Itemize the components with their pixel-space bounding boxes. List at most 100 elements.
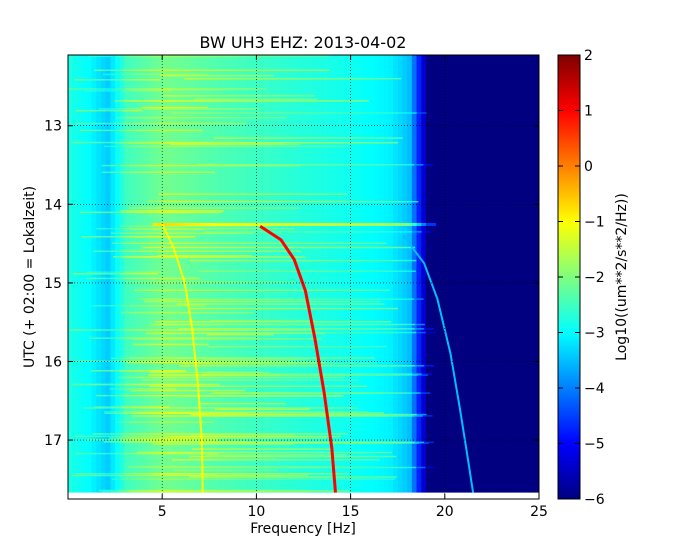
spectrogram-streak (207, 476, 218, 478)
spectrogram-streak (228, 413, 239, 416)
spectrogram-streak (199, 112, 210, 114)
spectrogram-streak (338, 242, 349, 245)
spectrogram-streak (140, 242, 151, 245)
spectrogram-streak (171, 443, 181, 445)
spectrogram-streak (177, 193, 188, 195)
spectrogram-streak (159, 90, 170, 92)
plot-frame (67, 54, 540, 500)
spectrogram-streak (126, 329, 137, 331)
spectrogram-streak (211, 108, 222, 110)
spectrogram-streak (208, 100, 219, 102)
spectrogram-streak (173, 469, 184, 472)
spectrogram-streak (129, 171, 140, 174)
spectrogram-streak (258, 361, 269, 364)
spectrogram-streak (328, 433, 338, 435)
spectrogram-streak (399, 200, 409, 203)
spectrogram-streak (226, 455, 237, 458)
spectrogram-streak (146, 441, 157, 443)
spectrogram-streak (90, 474, 101, 477)
sweep-start-line (256, 222, 262, 226)
spectrogram-streak (240, 489, 251, 492)
spectrogram-streak (259, 437, 270, 439)
spectrogram-streak (328, 407, 339, 409)
colorbar-tick-label: −3 (584, 326, 605, 342)
spectrogram-streak (248, 200, 259, 203)
spectrogram-streak (292, 328, 302, 330)
spectrogram-streak (113, 410, 124, 413)
spectrogram-streak (85, 122, 96, 125)
spectrogram-streak (147, 388, 158, 390)
spectrogram-streaks (68, 55, 436, 493)
spectrogram-streak (287, 489, 298, 492)
sweep-start-line (209, 222, 215, 226)
spectrogram-cell (289, 55, 295, 493)
spectrogram-cell (473, 55, 479, 493)
spectrogram-streak (353, 77, 364, 80)
spectrogram-streak (218, 307, 229, 310)
spectrogram-streak (245, 145, 256, 148)
spectrogram-streak (122, 410, 133, 413)
spectrogram-streak (238, 289, 249, 292)
spectrogram-streak (252, 408, 263, 411)
spectrogram-streak (207, 365, 218, 367)
spectrogram-streak (203, 362, 214, 365)
spectrogram-streak (367, 323, 378, 326)
spectrogram-streak (300, 385, 311, 388)
x-tick-label: 25 (530, 504, 548, 520)
spectrogram-streak (256, 112, 267, 114)
spectrogram-streak (179, 122, 190, 125)
spectrogram-streak (135, 116, 146, 119)
spectrogram-streak (195, 303, 206, 305)
spectrogram-streak (113, 360, 124, 363)
spectrogram-streak (165, 451, 176, 454)
spectrogram-streak (387, 466, 398, 469)
spectrogram-streak (205, 357, 216, 360)
spectrogram-streak (249, 108, 260, 110)
spectrogram-streak (160, 439, 171, 441)
spectrogram-streak (200, 300, 211, 303)
spectrogram-streak (200, 402, 211, 405)
spectrogram-streak (235, 55, 245, 57)
spectrogram-streak (148, 491, 159, 493)
spectrogram-streak (262, 478, 273, 480)
spectrogram-streak (348, 345, 359, 348)
spectrogram-streak (262, 193, 273, 195)
spectrogram-streak (397, 413, 408, 416)
spectrogram-streak (196, 228, 207, 231)
spectrogram-streak (293, 307, 304, 310)
spectrogram-streak (301, 473, 312, 475)
spectrogram-streak (183, 77, 194, 80)
spectrogram-streak (113, 122, 124, 125)
spectrogram-streak (223, 232, 234, 235)
spectrogram-streak (138, 235, 149, 238)
spectrogram-streak (182, 95, 193, 97)
spectrogram-streak (291, 242, 302, 245)
spectrogram-cell (261, 55, 267, 493)
spectrogram-streak (301, 246, 312, 249)
spectrogram-streak (173, 129, 184, 132)
spectrogram-streak (179, 410, 190, 413)
spectrogram-streak (227, 394, 238, 397)
spectrogram-streak (349, 259, 360, 262)
spectrogram-streak (295, 448, 306, 450)
sweep-start-line (425, 222, 432, 226)
spectrogram-streak (342, 374, 353, 376)
spectrogram-streak (175, 474, 186, 477)
spectrogram-streak (233, 491, 243, 493)
spectrogram-streak (263, 455, 274, 458)
spectrogram-streak (176, 357, 187, 360)
spectrogram-streak (150, 73, 160, 76)
spectrogram-streak (292, 415, 303, 417)
spectrogram-streak (223, 141, 234, 144)
spectrogram-streak (112, 406, 123, 408)
spectrogram-streak (297, 451, 308, 454)
spectrogram-streak (203, 441, 214, 443)
spectrogram-streak (242, 232, 253, 235)
spectrogram-streak (278, 392, 289, 394)
spectrogram-streak (234, 164, 245, 166)
spectrogram-streak (292, 410, 303, 413)
spectrogram-streak (246, 307, 257, 310)
spectrogram-streak (264, 435, 275, 438)
spectrogram-streak (395, 328, 406, 330)
sweep-start-line (176, 222, 182, 226)
